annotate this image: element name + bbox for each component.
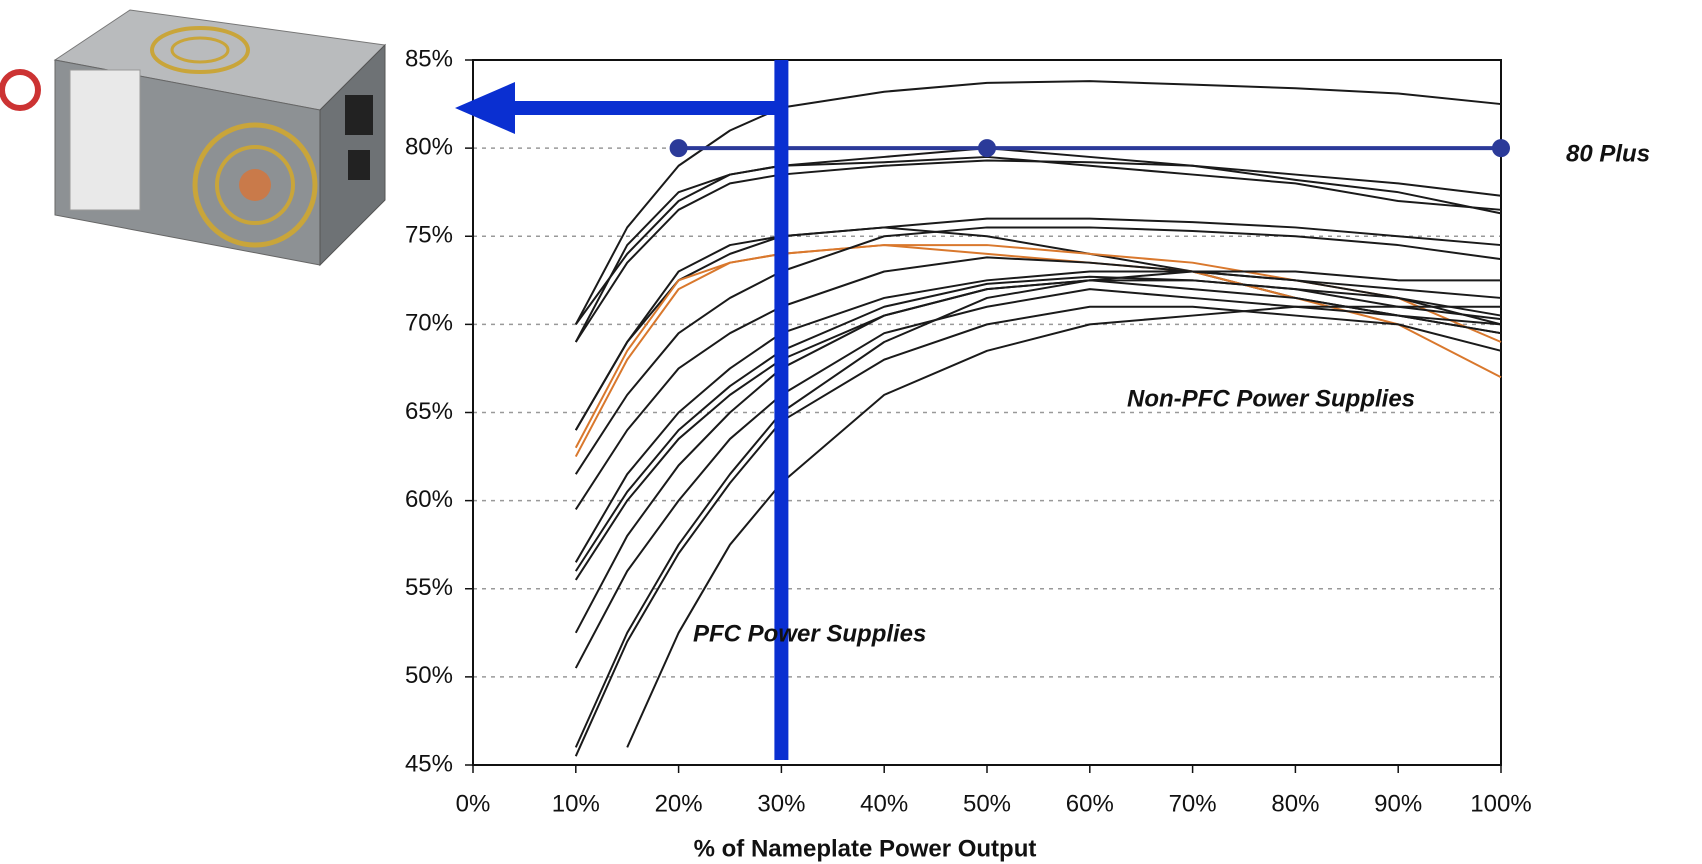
x-tick-label: 0% <box>456 790 491 817</box>
arrow-shaft <box>505 101 782 115</box>
y-tick-label: 60% <box>405 486 453 513</box>
y-tick-label: 50% <box>405 662 453 689</box>
efficiency-curve <box>574 80 1502 325</box>
x-tick-label: 10% <box>552 790 600 817</box>
x-tick-label: 70% <box>1169 790 1217 817</box>
y-tick-label: 55% <box>405 574 453 601</box>
x-tick-label: 30% <box>757 790 805 817</box>
efficiency-curve <box>574 270 1502 563</box>
x-axis-title: % of Nameplate Power Output <box>694 835 1037 862</box>
efficiency-curve <box>574 256 1502 510</box>
y-tick-label: 75% <box>405 222 453 249</box>
x-tick-label: 90% <box>1374 790 1422 817</box>
x-tick-label: 100% <box>1470 790 1531 817</box>
x-tick-label: 60% <box>1066 790 1114 817</box>
efficiency-curve <box>574 147 1502 343</box>
efficiency-curve <box>574 275 1502 572</box>
y-tick-label: 80% <box>405 133 453 160</box>
efficiency-curve <box>574 155 1502 325</box>
x-tick-label: 40% <box>860 790 908 817</box>
y-tick-label: 70% <box>405 310 453 337</box>
reference-point <box>669 139 688 158</box>
efficiency-curve <box>574 270 1501 748</box>
efficiency-curve <box>574 288 1502 669</box>
y-tick-label: 45% <box>405 750 453 777</box>
efficiency-curve <box>574 279 1502 634</box>
reference-point <box>978 139 996 158</box>
efficiency-curve <box>574 305 1502 757</box>
arrow-head <box>455 82 515 134</box>
y-tick-label: 65% <box>405 398 453 425</box>
x-tick-label: 80% <box>1271 790 1319 817</box>
reference-label: 80 Plus <box>1566 140 1650 167</box>
efficiency-curve <box>574 159 1502 343</box>
x-tick-label: 20% <box>655 790 703 817</box>
y-tick-label: 85% <box>405 45 453 72</box>
efficiency-curve <box>626 305 1501 748</box>
efficiency-curve <box>574 279 1502 581</box>
annotation: Non-PFC Power Supplies <box>1127 385 1415 412</box>
annotation: PFC Power Supplies <box>693 620 926 647</box>
plot-frame <box>472 59 1502 766</box>
psu-image <box>0 9 387 267</box>
efficiency-curve <box>574 244 1502 449</box>
reference-point <box>1492 139 1510 158</box>
x-tick-label: 50% <box>963 790 1011 817</box>
efficiency-curve <box>574 226 1502 475</box>
